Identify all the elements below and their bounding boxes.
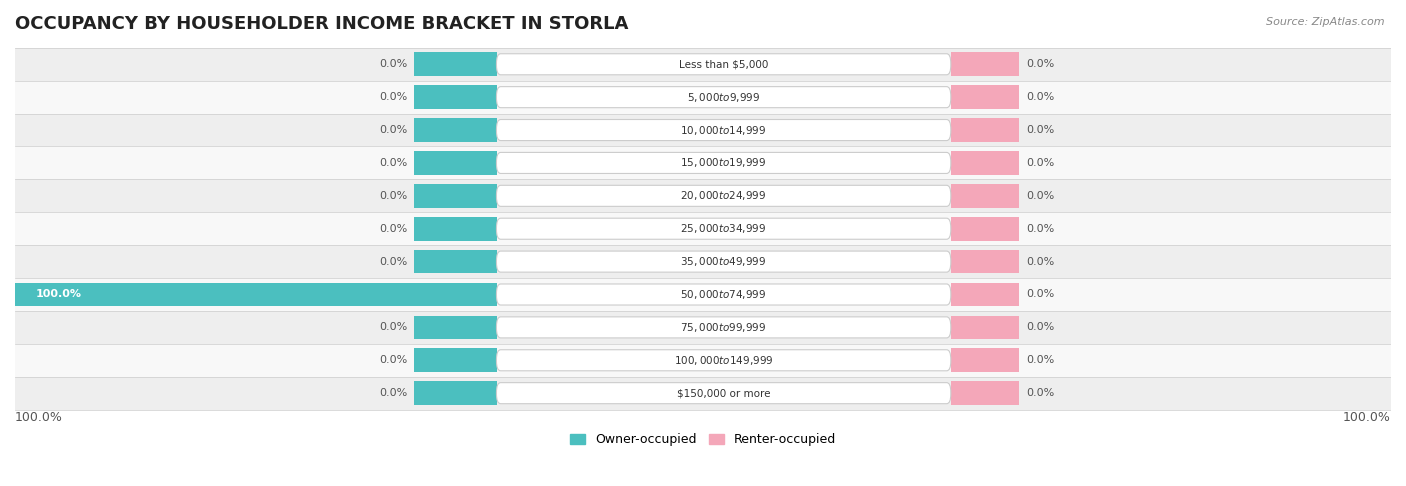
Bar <box>413 118 496 142</box>
Text: 0.0%: 0.0% <box>378 158 408 168</box>
Bar <box>413 184 496 208</box>
Bar <box>950 151 1019 175</box>
Text: $150,000 or more: $150,000 or more <box>676 388 770 398</box>
Text: 0.0%: 0.0% <box>378 322 408 332</box>
Text: 0.0%: 0.0% <box>1026 125 1054 135</box>
Bar <box>15 283 496 306</box>
Text: 0.0%: 0.0% <box>1026 322 1054 332</box>
Text: Source: ZipAtlas.com: Source: ZipAtlas.com <box>1267 17 1385 27</box>
Text: $25,000 to $34,999: $25,000 to $34,999 <box>681 222 766 235</box>
FancyBboxPatch shape <box>496 284 950 305</box>
Bar <box>413 151 496 175</box>
Bar <box>413 217 496 241</box>
FancyBboxPatch shape <box>496 251 950 272</box>
Bar <box>15 278 1391 311</box>
Bar <box>950 382 1019 405</box>
Bar <box>950 184 1019 208</box>
Text: 0.0%: 0.0% <box>378 125 408 135</box>
Legend: Owner-occupied, Renter-occupied: Owner-occupied, Renter-occupied <box>565 428 841 451</box>
FancyBboxPatch shape <box>496 185 950 207</box>
FancyBboxPatch shape <box>496 218 950 239</box>
Text: 0.0%: 0.0% <box>378 257 408 267</box>
Text: Less than $5,000: Less than $5,000 <box>679 59 768 69</box>
Text: 0.0%: 0.0% <box>378 355 408 365</box>
Bar <box>413 315 496 339</box>
Bar <box>15 81 1391 114</box>
Bar <box>950 315 1019 339</box>
Text: $35,000 to $49,999: $35,000 to $49,999 <box>681 255 766 268</box>
Bar <box>950 217 1019 241</box>
Text: 0.0%: 0.0% <box>1026 191 1054 201</box>
Bar <box>15 212 1391 245</box>
Bar <box>950 86 1019 109</box>
Bar <box>15 344 1391 377</box>
Text: 0.0%: 0.0% <box>1026 257 1054 267</box>
Text: 0.0%: 0.0% <box>1026 290 1054 299</box>
FancyBboxPatch shape <box>496 120 950 140</box>
Text: 0.0%: 0.0% <box>378 224 408 234</box>
Text: 0.0%: 0.0% <box>378 92 408 102</box>
Bar <box>15 146 1391 179</box>
Text: $100,000 to $149,999: $100,000 to $149,999 <box>673 354 773 367</box>
Text: $75,000 to $99,999: $75,000 to $99,999 <box>681 321 766 334</box>
Bar <box>950 348 1019 372</box>
Text: 100.0%: 100.0% <box>1343 411 1391 424</box>
Text: 0.0%: 0.0% <box>378 59 408 69</box>
FancyBboxPatch shape <box>496 54 950 75</box>
Text: $5,000 to $9,999: $5,000 to $9,999 <box>688 91 761 104</box>
Bar <box>15 48 1391 81</box>
Text: 0.0%: 0.0% <box>1026 224 1054 234</box>
Bar <box>950 52 1019 76</box>
FancyBboxPatch shape <box>496 317 950 338</box>
Bar <box>15 179 1391 212</box>
Text: 100.0%: 100.0% <box>35 290 82 299</box>
FancyBboxPatch shape <box>496 153 950 174</box>
FancyBboxPatch shape <box>496 350 950 371</box>
Text: 0.0%: 0.0% <box>1026 59 1054 69</box>
Text: 100.0%: 100.0% <box>15 411 63 424</box>
Bar <box>15 377 1391 410</box>
Text: $10,000 to $14,999: $10,000 to $14,999 <box>681 123 766 137</box>
Bar <box>413 348 496 372</box>
Bar <box>15 114 1391 146</box>
Text: 0.0%: 0.0% <box>1026 355 1054 365</box>
Text: $20,000 to $24,999: $20,000 to $24,999 <box>681 190 766 202</box>
Text: $50,000 to $74,999: $50,000 to $74,999 <box>681 288 766 301</box>
Text: 0.0%: 0.0% <box>378 388 408 398</box>
Bar <box>413 86 496 109</box>
Text: 0.0%: 0.0% <box>1026 92 1054 102</box>
Text: $15,000 to $19,999: $15,000 to $19,999 <box>681 156 766 170</box>
Bar <box>15 245 1391 278</box>
Text: 0.0%: 0.0% <box>378 191 408 201</box>
Text: 0.0%: 0.0% <box>1026 388 1054 398</box>
FancyBboxPatch shape <box>496 87 950 108</box>
Text: OCCUPANCY BY HOUSEHOLDER INCOME BRACKET IN STORLA: OCCUPANCY BY HOUSEHOLDER INCOME BRACKET … <box>15 15 628 33</box>
Bar <box>950 250 1019 274</box>
Bar <box>950 118 1019 142</box>
Bar <box>413 250 496 274</box>
Bar <box>15 311 1391 344</box>
Text: 0.0%: 0.0% <box>1026 158 1054 168</box>
Bar <box>413 382 496 405</box>
Bar <box>950 283 1019 306</box>
FancyBboxPatch shape <box>496 382 950 404</box>
Bar <box>413 52 496 76</box>
